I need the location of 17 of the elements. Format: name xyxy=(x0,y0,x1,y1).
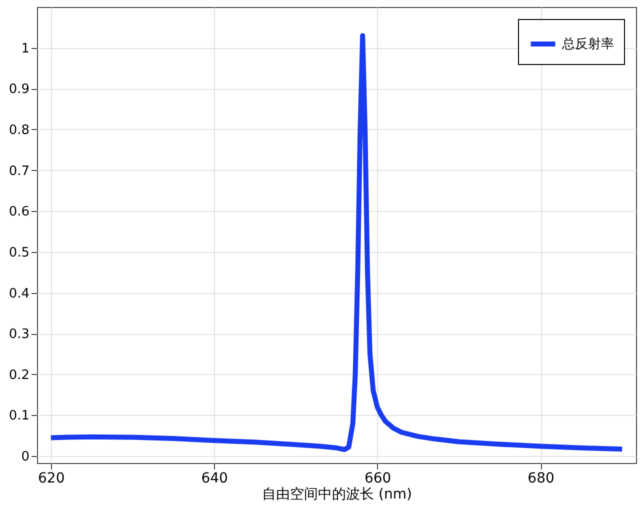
y-tick-label: 0 xyxy=(21,450,30,465)
y-tick-label: 0.3 xyxy=(8,327,30,342)
y-tick-label: 0.8 xyxy=(8,122,30,138)
x-tick-label: 660 xyxy=(364,470,392,486)
x-axis-title: 自由空间中的波长 (nm) xyxy=(262,486,412,502)
legend-label: 总反射率 xyxy=(561,36,614,52)
y-tick-label: 0.5 xyxy=(8,245,30,260)
y-tick-label: 0.1 xyxy=(8,408,30,424)
y-tick-label: 0.4 xyxy=(8,286,30,302)
y-tick-label: 0.2 xyxy=(8,368,30,383)
y-tick-label: 0.7 xyxy=(8,164,30,179)
x-tick-label: 640 xyxy=(201,470,228,486)
x-tick-label: 620 xyxy=(38,470,65,486)
y-tick-label: 1 xyxy=(21,41,30,56)
x-tick-label: 680 xyxy=(528,470,554,486)
y-tick-label: 0.6 xyxy=(8,204,30,220)
y-tick-label: 0.9 xyxy=(8,82,30,98)
